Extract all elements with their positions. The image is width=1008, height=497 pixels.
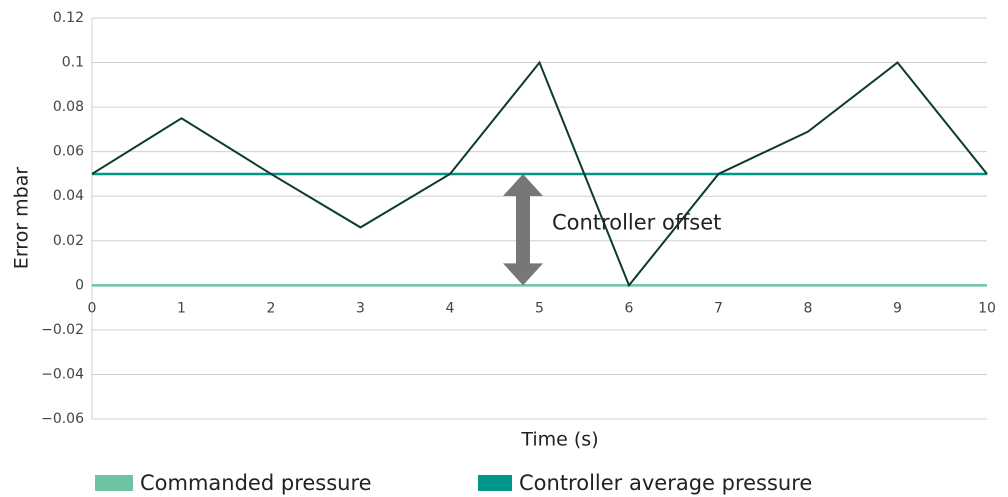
y-tick-label: −0.04 [41,366,84,382]
x-tick-label: 5 [535,300,544,316]
x-tick-label: 2 [267,300,276,316]
y-tick-label: 0.06 [53,144,84,160]
x-tick-label: 10 [978,300,996,316]
y-tick-label: 0.04 [53,188,84,204]
y-axis-title: Error mbar [11,167,33,270]
y-tick-label: 0.1 [62,55,84,71]
x-tick-label: 4 [446,300,455,316]
x-tick-label: 1 [177,300,186,316]
x-tick-label: 6 [625,300,634,316]
x-axis-title: Time (s) [520,429,598,451]
x-tick-label: 9 [893,300,902,316]
annotation: Controller offset [552,211,721,235]
y-tick-label: 0.02 [53,233,84,249]
y-tick-label: 0.12 [53,10,84,26]
y-tick-label: 0.08 [53,99,84,115]
x-tick-label: 7 [714,300,723,316]
x-tick-label: 0 [88,300,97,316]
annotation-arrow [503,173,543,286]
y-tick-label: −0.02 [41,322,84,338]
y-tick-label: −0.06 [41,411,84,427]
legend-swatch [95,475,133,491]
legend-label: Controller average pressure [519,471,812,495]
legend-swatch [478,475,512,491]
x-tick-label: 3 [356,300,365,316]
series-line [91,60,988,288]
y-tick-label: 0 [75,277,84,293]
x-tick-label: 8 [804,300,813,316]
legend-label: Commanded pressure [140,471,372,495]
